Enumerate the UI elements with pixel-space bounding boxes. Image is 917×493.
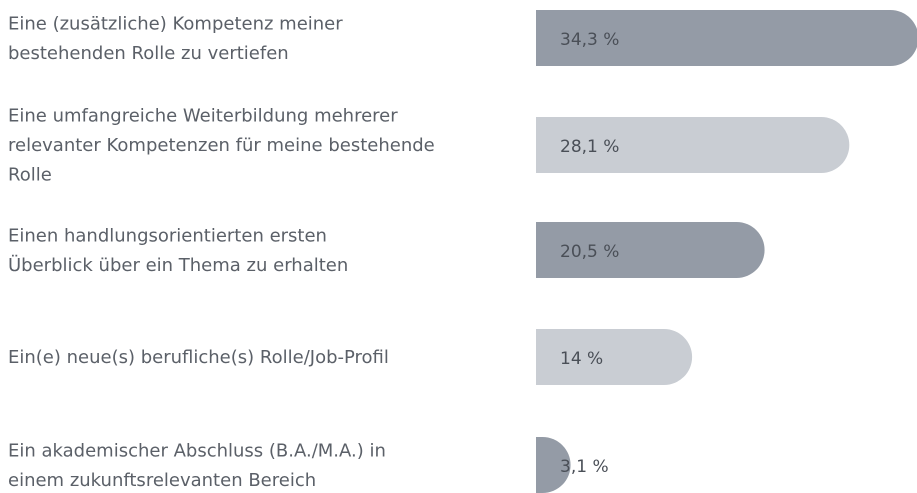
bar [536, 329, 693, 385]
category-line: Ein akademischer Abschluss (B.A./M.A.) i… [8, 440, 386, 461]
category-line: bestehenden Rolle zu vertiefen [8, 43, 289, 64]
category-label: Eine (zusätzliche) Kompetenz meiner beste… [8, 13, 343, 64]
bar [536, 437, 571, 493]
category-line: Einen handlungsorientierten ersten [8, 225, 327, 246]
value-label: 28,1 % [560, 137, 619, 157]
category-line: einem zukunftsrelevanten Bereich [8, 470, 316, 491]
bar [536, 10, 917, 66]
value-label: 20,5 % [560, 242, 619, 262]
bar [536, 117, 850, 173]
category-line: Eine (zusätzliche) Kompetenz meiner [8, 13, 343, 34]
category-label: Einen handlungsorientierten ersten Überbl… [8, 225, 348, 276]
category-line: Ein(e) neue(s) berufliche(s) Rolle/Job-P… [8, 347, 389, 368]
category-label: Ein akademischer Abschluss (B.A./M.A.) i… [8, 440, 386, 491]
category-label: Eine umfangreiche Weiterbildung mehrerer… [8, 106, 435, 186]
value-label: 14 % [560, 349, 603, 369]
value-label: 34,3 % [560, 30, 619, 50]
category-label: Ein(e) neue(s) berufliche(s) Rolle/Job-P… [8, 347, 389, 368]
category-line: Rolle [8, 165, 52, 186]
category-line: Eine umfangreiche Weiterbildung mehrerer [8, 106, 398, 127]
bar [536, 222, 765, 278]
value-label: 3,1 % [560, 457, 609, 477]
category-line: Überblick über ein Thema zu erhalten [8, 254, 348, 276]
category-line: relevanter Kompetenzen für meine bestehe… [8, 135, 435, 156]
